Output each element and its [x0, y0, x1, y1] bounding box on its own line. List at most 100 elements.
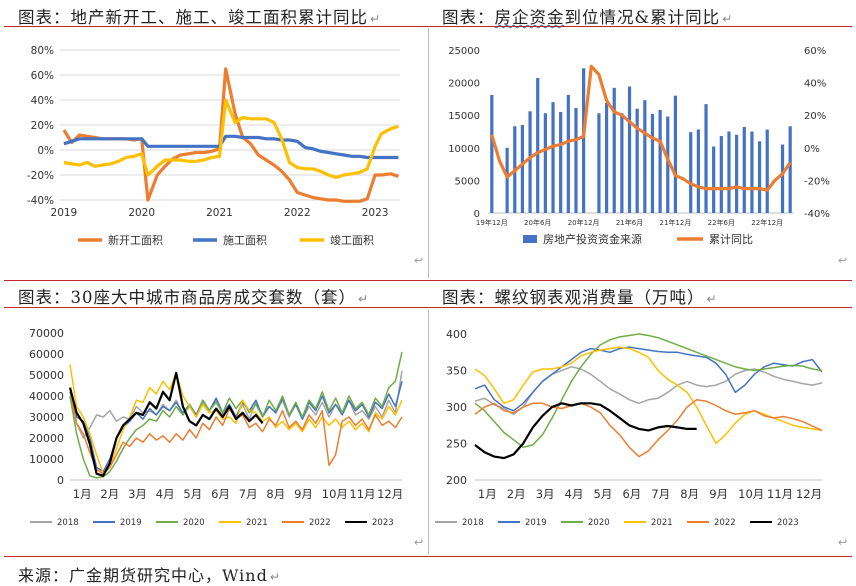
bar [620, 113, 624, 213]
x-tick-label: 10月 [322, 487, 348, 501]
mid-rule-2 [4, 307, 852, 308]
legend-label: 2018 [57, 518, 79, 528]
y-left-tick-label: 0 [474, 209, 480, 220]
bar [551, 102, 555, 213]
legend-label: 2022 [714, 518, 736, 528]
bar [727, 131, 731, 213]
series-line-2021 [69, 364, 403, 475]
bar [757, 141, 762, 213]
series-line-2019 [474, 346, 823, 412]
bar [543, 113, 547, 213]
x-tick-label: 3月 [536, 487, 555, 501]
x-tick-label: 9月 [294, 487, 313, 501]
y-tick-label: -40% [27, 195, 54, 207]
x-tick-label: 4月 [565, 487, 584, 501]
series-line-2021 [474, 346, 823, 445]
y-tick-label: 350 [446, 365, 467, 378]
y-tick-label: 30000 [29, 411, 64, 424]
bar [673, 95, 678, 213]
y-left-tick-label: 5000 [455, 176, 480, 187]
y-tick-label: 40% [31, 95, 54, 107]
divider [428, 28, 429, 278]
bar [490, 94, 494, 213]
y-tick-label: 60% [31, 70, 54, 82]
y-right-tick-label: 40% [804, 79, 826, 90]
bar [528, 111, 532, 213]
y-left-tick-label: 10000 [448, 144, 480, 155]
legend-label: 2021 [246, 518, 268, 528]
x-tick-label: 6月 [211, 487, 230, 501]
bar [612, 87, 616, 213]
x-tick-label: 9月 [709, 487, 728, 501]
x-tick-label: 21年12月 [660, 218, 692, 227]
chart-title-rebar: 图表：螺纹钢表观消费量（万吨） ↵ [442, 288, 718, 307]
bar [643, 100, 647, 213]
x-tick-label: 12月 [796, 487, 822, 501]
x-tick-label: 7月 [651, 487, 670, 501]
y-tick-label: -20% [27, 170, 54, 182]
series-line-竣工面积 [63, 98, 399, 180]
legend-label: 房地产投资资金来源 [543, 232, 642, 246]
bar [765, 129, 769, 213]
x-tick-label: 2022 [284, 207, 311, 219]
bar [604, 102, 609, 213]
y-left-tick-label: 25000 [448, 46, 480, 57]
x-tick-label: 22年6月 [708, 218, 735, 227]
bar [658, 109, 662, 213]
series-line-累计同比 [490, 64, 792, 192]
bar [742, 126, 746, 213]
chart-rebar: 200 250 300 350 400 1月 2月 3月 4月 5月 6月 7月 8月 9月 10月 11月 1… [435, 328, 823, 528]
x-tick-label: 22年12月 [751, 218, 783, 227]
x-tick-label: 19年12月 [476, 218, 508, 227]
chart-funds: 0 5000 10000 15000 20000 25000 -40% -20% 0% 20% 40… [448, 46, 830, 246]
chart-title-funds: 图表：房企资金到位情况&累计同比 ↵ [442, 8, 734, 27]
y-tick-label: 60000 [29, 348, 64, 361]
bar [650, 113, 655, 213]
chart-housing-sales: 0 10000 20000 30000 40000 50000 60000 70000 1月 2月… [29, 327, 403, 528]
return-arrow-icon: ↩ [414, 254, 424, 267]
y-tick-label: 400 [446, 328, 467, 341]
top-rule [4, 26, 852, 27]
x-tick-label: 11月 [767, 487, 793, 501]
return-mark-icon: ↵ [722, 12, 734, 26]
legend-label: 2019 [120, 518, 142, 528]
y-tick-label: 50000 [29, 369, 64, 382]
bar [505, 147, 509, 213]
x-tick-label: 12月 [377, 487, 403, 501]
x-tick-label: 5月 [183, 487, 202, 501]
y-left-tick-label: 20000 [448, 79, 480, 90]
y-right-tick-label: 20% [804, 111, 826, 122]
y-tick-label: 20% [31, 120, 54, 132]
legend-label: 2018 [462, 518, 484, 528]
series-line-2020 [474, 333, 823, 448]
bar [696, 129, 700, 213]
chart-title-housing-area: 图表：地产新开工、施工、竣工面积累计同比 ↵ [18, 8, 382, 27]
bar [750, 131, 754, 213]
bar [712, 146, 716, 213]
series-line-2023 [68, 371, 264, 477]
return-arrow-icon: ↩ [838, 254, 848, 267]
x-tick-label: 11月 [349, 487, 375, 501]
legend-label: 2023 [777, 518, 799, 528]
return-mark-icon: ↵ [358, 292, 370, 306]
bar [704, 104, 708, 213]
return-arrow-icon: ↩ [414, 536, 424, 549]
y-tick-label: 80% [31, 45, 54, 57]
x-tick-label: 8月 [680, 487, 699, 501]
bar [520, 124, 525, 213]
x-tick-label: 3月 [128, 487, 147, 501]
bar [719, 136, 723, 213]
x-tick-label: 2019 [51, 207, 78, 219]
source-note: 来源：广金期货研究中心，Wind ↵ [18, 566, 281, 585]
x-tick-label: 2023 [362, 207, 389, 219]
bar [582, 68, 586, 213]
x-tick-label: 2月 [507, 487, 526, 501]
x-tick-label: 2021 [206, 207, 233, 219]
legend-label: 2021 [651, 518, 673, 528]
legend-label: 2023 [372, 518, 394, 528]
y-right-tick-label: -20% [804, 176, 830, 187]
x-tick-label: 20年12月 [568, 218, 600, 227]
legend-label: 施工面积 [223, 234, 267, 247]
bar [780, 144, 785, 213]
legend-label: 累计同比 [709, 233, 753, 246]
